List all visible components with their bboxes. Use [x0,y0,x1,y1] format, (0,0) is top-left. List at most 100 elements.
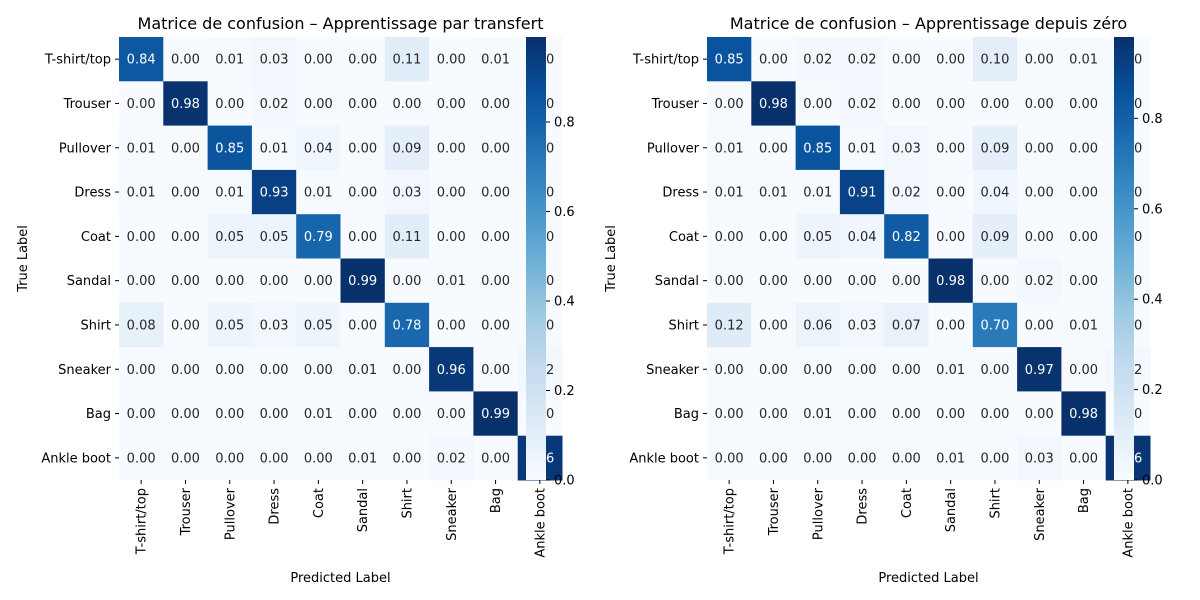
colorbar-tick-label: 0.0 [554,474,575,489]
heatmap-cell [795,125,841,171]
heatmap-cell [1017,169,1062,215]
heatmap-cell [119,347,164,392]
cell-value-label: 0.01 [1069,318,1098,333]
cell-value-label: 0.01 [803,407,832,422]
cell-value-label: 0.00 [260,363,289,378]
heatmap-cell [884,37,929,82]
heatmap-cell [1017,214,1062,259]
y-axis-label: True Label [16,225,31,293]
heatmap-cell [928,258,974,304]
cell-value-label: 0.00 [980,363,1009,378]
cell-value-label: 0.00 [348,53,377,68]
heatmap-cell [928,37,974,82]
heatmap-cell [429,391,474,437]
cell-value-label: 0.00 [715,97,744,112]
y-tick-label: Bag [86,407,111,422]
cell-value-label: 0.00 [171,318,200,333]
heatmap-cell [251,81,297,127]
heatmap-cell [839,214,885,259]
y-tick-label: Shirt [80,318,111,333]
heatmap-cell [207,214,253,259]
x-tick-label: Dress [268,488,283,525]
cell-value-label: 0.85 [215,141,244,156]
heatmap-cell [1061,169,1107,215]
heatmap-cell [473,347,519,392]
heatmap-cell [972,169,1018,215]
heatmap-cell [207,169,253,215]
colorbar-tick-label: 0.2 [554,384,575,399]
heatmap-cell [296,81,341,127]
heatmap-cell [972,125,1018,171]
heatmap-cell [839,169,885,215]
heatmap-cell [884,125,929,171]
cell-value-label: 0.01 [759,186,788,201]
cell-value-label: 0.00 [848,274,877,289]
cell-value-label: 0.85 [715,53,744,68]
heatmap-cell [707,391,752,437]
y-tick-label: Trouser [651,97,700,112]
heatmap-cell [1017,391,1062,437]
y-tick-label: T-shirt/top [632,53,699,68]
cell-value-label: 0.00 [392,363,421,378]
cell-value-label: 0.02 [437,451,466,466]
cell-value-label: 0.00 [936,318,965,333]
y-tick-label: Sneaker [646,363,700,378]
cell-value-label: 0.00 [171,363,200,378]
cell-value-label: 0.01 [1069,53,1098,68]
y-tick-label: Pullover [59,141,112,156]
heatmap-cell [928,125,974,171]
heatmap-cell [839,125,885,171]
heatmap-cell [839,391,885,437]
cell-value-label: 0.00 [392,407,421,422]
y-tick-label: Ankle boot [629,451,699,466]
heatmap-cell [972,347,1018,392]
heatmap-cell [296,258,341,304]
x-tick-label: Coat [900,488,915,518]
heatmap-cell [251,37,297,82]
cell-value-label: 0.00 [437,186,466,201]
cell-value-label: 0.00 [481,141,510,156]
x-tick-label: Shirt [400,488,415,519]
heatmap-cell [384,258,430,304]
cell-value-label: 0.03 [260,53,289,68]
heatmap-cell [296,125,341,171]
heatmap-cell [839,347,885,392]
heatmap-cell [795,347,841,392]
cell-value-label: 0.00 [892,274,921,289]
cell-value-label: 0.01 [348,451,377,466]
heatmap-cell [1061,391,1107,437]
heatmap-cell [429,302,474,348]
heatmap-cell [972,37,1018,82]
cell-value-label: 0.02 [848,53,877,68]
cell-value-label: 0.00 [260,451,289,466]
x-tick-label: Pullover [811,487,826,540]
colorbar [526,37,546,480]
heatmap-cell [928,214,974,259]
cell-value-label: 0.00 [848,363,877,378]
cell-value-label: 0.01 [715,141,744,156]
heatmap-cell [1061,125,1107,171]
heatmap-cell [751,391,797,437]
x-tick-label: T-shirt/top [135,488,150,555]
cell-value-label: 0.00 [1025,318,1054,333]
heatmap-cell [340,37,386,82]
cell-value-label: 0.04 [304,141,333,156]
heatmap-cell [473,125,519,171]
y-axis-label: True Label [604,225,619,293]
cell-value-label: 0.00 [715,274,744,289]
cell-value-label: 0.00 [848,451,877,466]
x-axis-label: Predicted Label [290,571,390,586]
heatmap-cell [972,435,1018,481]
heatmap-cell [972,391,1018,437]
y-tick-label: Sneaker [58,363,112,378]
x-tick-label: Dress [856,488,871,525]
cell-value-label: 0.09 [980,141,1009,156]
cell-value-label: 0.00 [437,407,466,422]
heatmap-cell [119,214,164,259]
cell-value-label: 0.01 [215,53,244,68]
heatmap-cell [884,391,929,437]
heatmap-cell [340,347,386,392]
heatmap-cell [473,37,519,82]
cell-value-label: 0.02 [892,186,921,201]
